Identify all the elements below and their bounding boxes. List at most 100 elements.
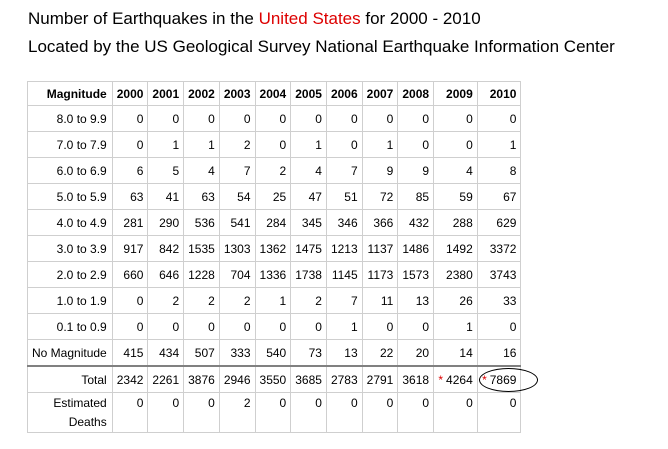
- count-cell: 4: [433, 157, 478, 184]
- count-cell: 1: [433, 313, 478, 340]
- count-cell: 284: [254, 209, 292, 236]
- total-cell-2010: * 7869: [476, 365, 538, 393]
- count-cell: 63: [111, 183, 149, 210]
- count-cell: 704: [218, 261, 256, 288]
- count-cell: 0: [397, 313, 435, 340]
- count-cell: 7: [325, 157, 363, 184]
- count-cell: 2: [218, 287, 256, 314]
- title-line-2: Located by the US Geological Survey Nati…: [28, 37, 615, 56]
- year-header: 2002: [183, 81, 220, 106]
- count-cell: 536: [183, 209, 220, 236]
- count-cell: 2: [183, 287, 220, 314]
- count-cell: 7: [218, 157, 256, 184]
- magnitude-label: 7.0 to 7.9: [27, 131, 113, 158]
- total-cell: 3550: [254, 365, 292, 393]
- count-cell: 1336: [254, 261, 292, 288]
- count-cell: 2: [218, 131, 256, 158]
- magnitude-row: 3.0 to 3.9 917 842 1535 1303 1362 1475 1213 1137…: [27, 235, 522, 262]
- count-cell: 2380: [433, 261, 478, 288]
- total-value: 7869: [489, 372, 517, 387]
- total-label: Total: [27, 365, 113, 393]
- count-cell: 1738: [290, 261, 327, 288]
- count-cell: 0: [218, 313, 256, 340]
- deaths-cell: 0: [290, 392, 327, 433]
- count-cell: 63: [183, 183, 220, 210]
- count-cell: 0: [476, 105, 522, 132]
- count-cell: 415: [111, 339, 149, 367]
- total-cell: 3876: [183, 365, 220, 393]
- magnitude-row: 6.0 to 6.9 6 5 4 7 2 4 7 9 9 4 8: [27, 157, 522, 184]
- count-cell: 0: [476, 313, 522, 340]
- deaths-cell: 0: [183, 392, 220, 433]
- count-cell: 366: [361, 209, 399, 236]
- count-cell: 432: [397, 209, 435, 236]
- count-cell: 0: [111, 131, 149, 158]
- magnitude-label: 3.0 to 3.9: [27, 235, 113, 262]
- count-cell: 1573: [397, 261, 435, 288]
- count-cell: 0: [183, 105, 220, 132]
- count-cell: 646: [147, 261, 185, 288]
- count-cell: 1303: [218, 235, 256, 262]
- count-cell: 41: [147, 183, 185, 210]
- header-row: Magnitude 2000 2001 2002 2003 2004 2005 …: [27, 81, 522, 106]
- deaths-cell: 0: [361, 392, 399, 433]
- year-header: 2005: [290, 81, 327, 106]
- deaths-row: Estimated Deaths 0 0 0 2 0 0 0 0 0 0 0: [27, 392, 522, 433]
- title-prefix: Number of Earthquakes in the: [28, 9, 259, 28]
- magnitude-label: No Magnitude: [27, 339, 113, 367]
- total-row: Total 2342 2261 3876 2946 3550 3685 2783…: [27, 365, 538, 393]
- count-cell: 2: [254, 157, 292, 184]
- deaths-cell: 0: [433, 392, 478, 433]
- count-cell: 6: [111, 157, 149, 184]
- count-cell: 0: [325, 131, 363, 158]
- count-cell: 540: [254, 339, 292, 367]
- magnitude-label: 5.0 to 5.9: [27, 183, 113, 210]
- count-cell: 72: [361, 183, 399, 210]
- count-cell: 0: [433, 131, 478, 158]
- total-cell: 3685: [290, 365, 327, 393]
- count-cell: 5: [147, 157, 185, 184]
- count-cell: 507: [183, 339, 220, 367]
- year-header: 2004: [254, 81, 292, 106]
- count-cell: 1228: [183, 261, 220, 288]
- count-cell: 14: [433, 339, 478, 367]
- count-cell: 1486: [397, 235, 435, 262]
- count-cell: 0: [433, 105, 478, 132]
- count-cell: 0: [397, 131, 435, 158]
- count-cell: 541: [218, 209, 256, 236]
- magnitude-header: Magnitude: [27, 81, 113, 106]
- magnitude-label: 0.1 to 0.9: [27, 313, 113, 340]
- count-cell: 25: [254, 183, 292, 210]
- count-cell: 345: [290, 209, 327, 236]
- count-cell: 333: [218, 339, 256, 367]
- count-cell: 1475: [290, 235, 327, 262]
- count-cell: 20: [397, 339, 435, 367]
- count-cell: 47: [290, 183, 327, 210]
- magnitude-row: 0.1 to 0.9 0 0 0 0 0 0 1 0 0 1 0: [27, 313, 522, 340]
- year-header: 2001: [147, 81, 185, 106]
- title-line-1: Number of Earthquakes in the United Stat…: [28, 9, 481, 29]
- magnitude-row: 1.0 to 1.9 0 2 2 2 1 2 7 11 13 26 33: [27, 287, 522, 314]
- count-cell: 0: [183, 313, 220, 340]
- earthquake-table: Magnitude 2000 2001 2002 2003 2004 2005 …: [27, 81, 538, 433]
- magnitude-label: 2.0 to 2.9: [27, 261, 113, 288]
- year-header: 2010: [476, 81, 522, 106]
- count-cell: 842: [147, 235, 185, 262]
- count-cell: 1492: [433, 235, 478, 262]
- count-cell: 9: [397, 157, 435, 184]
- count-cell: 59: [433, 183, 478, 210]
- deaths-cell: 0: [254, 392, 292, 433]
- total-cell: 2261: [147, 365, 185, 393]
- count-cell: 26: [433, 287, 478, 314]
- magnitude-row: 7.0 to 7.9 0 1 1 2 0 1 0 1 0 0 1: [27, 131, 522, 158]
- count-cell: 0: [325, 105, 363, 132]
- count-cell: 0: [254, 105, 292, 132]
- asterisk-marker: *: [482, 372, 487, 387]
- count-cell: 73: [290, 339, 327, 367]
- count-cell: 1535: [183, 235, 220, 262]
- year-header: 2007: [361, 81, 399, 106]
- deaths-cell: 2: [218, 392, 256, 433]
- magnitude-row: 5.0 to 5.9 63 41 63 54 25 47 51 72 85 59 67: [27, 183, 522, 210]
- total-cell: 2783: [325, 365, 363, 393]
- deaths-label: Estimated Deaths: [27, 392, 113, 433]
